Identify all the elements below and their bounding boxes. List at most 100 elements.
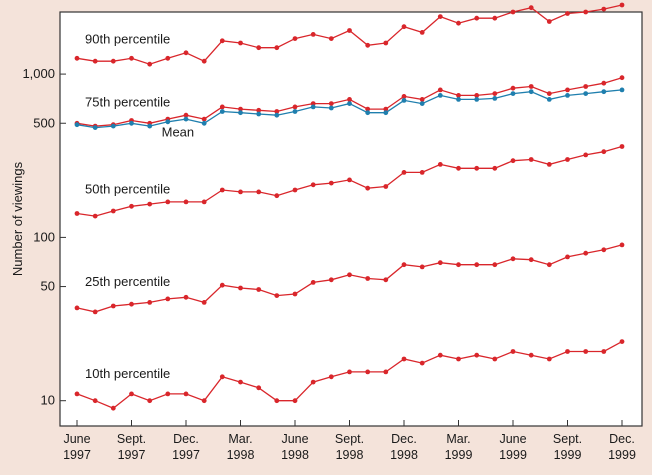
data-point (619, 144, 625, 149)
data-point (474, 15, 480, 21)
data-point (347, 28, 352, 33)
data-point (201, 116, 207, 122)
y-tick-label: 1,000 (22, 66, 55, 81)
data-point (274, 112, 280, 118)
data-point (238, 379, 243, 385)
data-point (201, 398, 207, 404)
data-point (274, 193, 280, 199)
data-point (219, 109, 225, 114)
data-point (601, 6, 607, 12)
x-tick-label-year: 1998 (281, 448, 309, 462)
data-point (147, 201, 153, 207)
data-point (310, 101, 316, 106)
data-point (92, 309, 98, 315)
data-point (129, 203, 134, 209)
y-axis-title: Number of viewings (10, 161, 25, 276)
data-point (601, 89, 607, 95)
data-point (474, 165, 480, 171)
data-point (601, 247, 607, 253)
data-point (492, 91, 498, 96)
data-point (383, 110, 389, 116)
data-point (238, 40, 243, 46)
data-point (546, 19, 552, 24)
data-point (419, 30, 425, 35)
data-point (365, 110, 371, 116)
data-point (510, 85, 516, 91)
data-point (165, 119, 171, 125)
data-point (347, 177, 352, 183)
data-point (238, 110, 243, 116)
x-axis: June 1997 Sept. 1997 Dec. 1997 Mar. 1998 June 199… (63, 420, 636, 462)
data-point (528, 352, 534, 358)
data-point (510, 256, 516, 262)
data-point (165, 391, 171, 397)
data-point (619, 2, 625, 8)
data-point (92, 125, 98, 130)
data-point (546, 91, 552, 96)
data-point (401, 98, 407, 103)
series-group (74, 2, 625, 411)
x-tick-label-month: Sept. (335, 432, 364, 446)
data-point (619, 339, 625, 344)
data-point (474, 97, 480, 102)
data-point (365, 276, 371, 281)
series-10th-percentile (74, 339, 625, 411)
data-point (110, 123, 116, 129)
data-point (92, 58, 98, 64)
data-point (401, 24, 407, 30)
data-point (401, 262, 407, 268)
data-point (583, 152, 589, 158)
data-point (437, 260, 443, 266)
data-point (147, 300, 153, 305)
x-tick-label-month: Mar. (446, 432, 470, 446)
data-point (183, 391, 189, 397)
y-tick-label: 500 (33, 115, 55, 130)
data-point (256, 189, 262, 195)
data-point (347, 101, 352, 106)
data-point (274, 109, 280, 114)
data-point (238, 189, 243, 195)
data-point (419, 101, 425, 106)
data-point (583, 84, 589, 89)
x-tick-label-month: Sept. (117, 432, 146, 446)
data-point (219, 282, 225, 288)
data-point (565, 87, 570, 93)
x-tick-label-month: Sept. (553, 432, 582, 446)
data-point (165, 55, 171, 61)
data-point (601, 349, 607, 354)
x-tick-label-year: 1997 (118, 448, 146, 462)
data-point (383, 369, 389, 375)
data-point (292, 109, 298, 114)
data-point (492, 262, 498, 268)
data-point (310, 182, 316, 188)
x-tick-label-month: Dec. (173, 432, 199, 446)
data-point (238, 285, 243, 291)
series-label: 50th percentile (85, 182, 170, 197)
data-point (437, 352, 443, 358)
data-point (365, 369, 371, 375)
data-point (347, 272, 352, 278)
data-point (401, 356, 407, 362)
data-point (201, 300, 207, 305)
data-point (238, 106, 243, 112)
data-point (565, 157, 570, 162)
x-tick-label-year: 1999 (499, 448, 527, 462)
y-tick-label: 50 (41, 279, 55, 294)
data-point (328, 180, 334, 186)
data-point (419, 97, 425, 102)
series-label: 10th percentile (85, 366, 170, 381)
data-point (456, 262, 461, 268)
data-point (437, 14, 443, 19)
data-point (328, 277, 334, 283)
data-point (256, 287, 262, 292)
x-tick-label-month: Dec. (391, 432, 417, 446)
data-point (419, 360, 425, 366)
data-point (74, 211, 80, 216)
data-point (583, 91, 589, 96)
data-point (347, 369, 352, 375)
data-point (183, 50, 189, 56)
data-point (183, 116, 189, 122)
data-point (456, 20, 461, 26)
data-point (419, 170, 425, 175)
